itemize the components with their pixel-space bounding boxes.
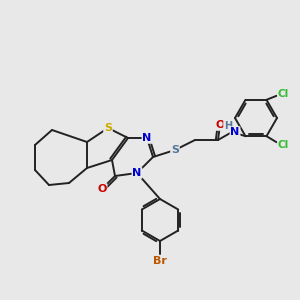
Text: N: N [132, 168, 142, 178]
Text: N: N [230, 127, 240, 137]
Text: O: O [215, 120, 225, 130]
Text: O: O [97, 184, 107, 194]
Text: Br: Br [153, 256, 167, 266]
Text: H: H [224, 121, 232, 131]
Text: S: S [104, 123, 112, 133]
Text: N: N [142, 133, 152, 143]
Text: Cl: Cl [278, 89, 289, 99]
Text: Cl: Cl [278, 140, 289, 150]
Text: S: S [171, 145, 179, 155]
